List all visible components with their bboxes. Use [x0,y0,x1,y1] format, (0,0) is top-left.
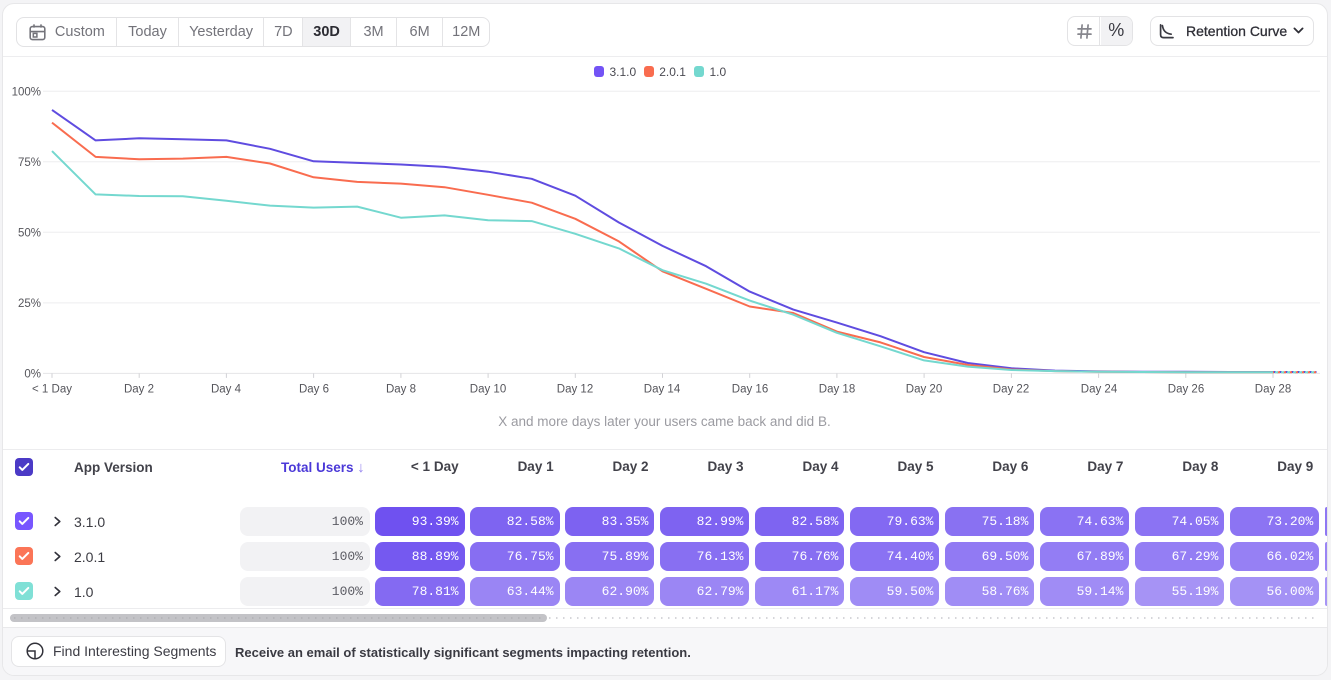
svg-text:0%: 0% [24,368,41,380]
svg-text:Day 18: Day 18 [819,384,855,396]
svg-text:50%: 50% [18,227,41,239]
svg-text:75%: 75% [18,157,41,169]
svg-text:Day 20: Day 20 [906,384,942,396]
svg-text:Day 6: Day 6 [299,384,329,396]
svg-text:Day 2: Day 2 [124,384,154,396]
svg-text:< 1 Day: < 1 Day [32,384,72,396]
svg-text:Day 4: Day 4 [211,384,242,396]
svg-text:Day 12: Day 12 [557,384,593,396]
svg-text:25%: 25% [18,298,41,310]
svg-text:Day 8: Day 8 [386,384,416,396]
svg-text:Day 26: Day 26 [1168,384,1204,396]
svg-text:Day 22: Day 22 [993,384,1029,396]
svg-text:Day 10: Day 10 [470,384,506,396]
svg-text:Day 28: Day 28 [1255,384,1291,396]
svg-text:Day 16: Day 16 [732,384,768,396]
svg-text:Day 24: Day 24 [1081,384,1118,396]
svg-text:100%: 100% [12,86,41,98]
svg-text:Day 14: Day 14 [644,384,681,396]
